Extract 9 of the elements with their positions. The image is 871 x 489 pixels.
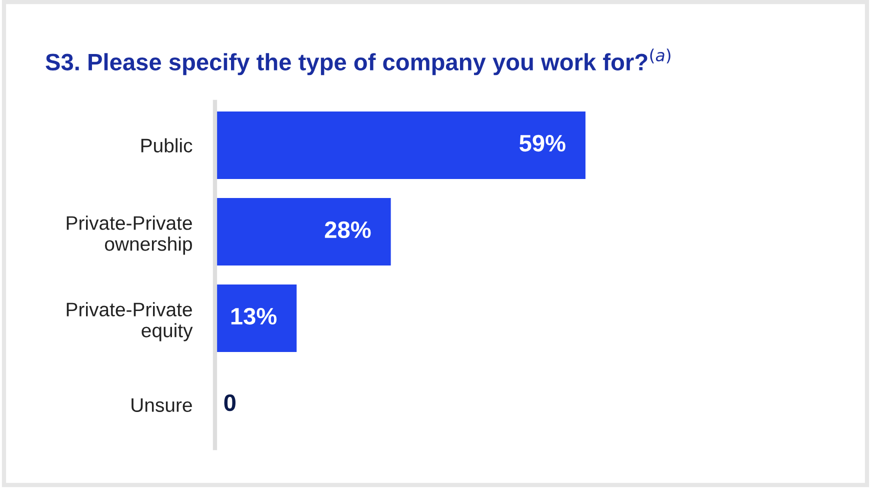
y-tick-label: Unsure [132,398,192,412]
data-label: 59% [520,134,566,152]
y-tick-label: Private-Private equity [66,302,193,342]
data-label: 0 [224,394,236,412]
data-label: 28% [324,221,371,238]
y-tick-label: Public [141,138,192,152]
chart-title: S3. Please specify the type of company you work for?$^{(a)}$ [46,48,670,76]
y-tick-label: Private-Private ownership [66,216,192,255]
data-label: 13% [231,308,277,325]
